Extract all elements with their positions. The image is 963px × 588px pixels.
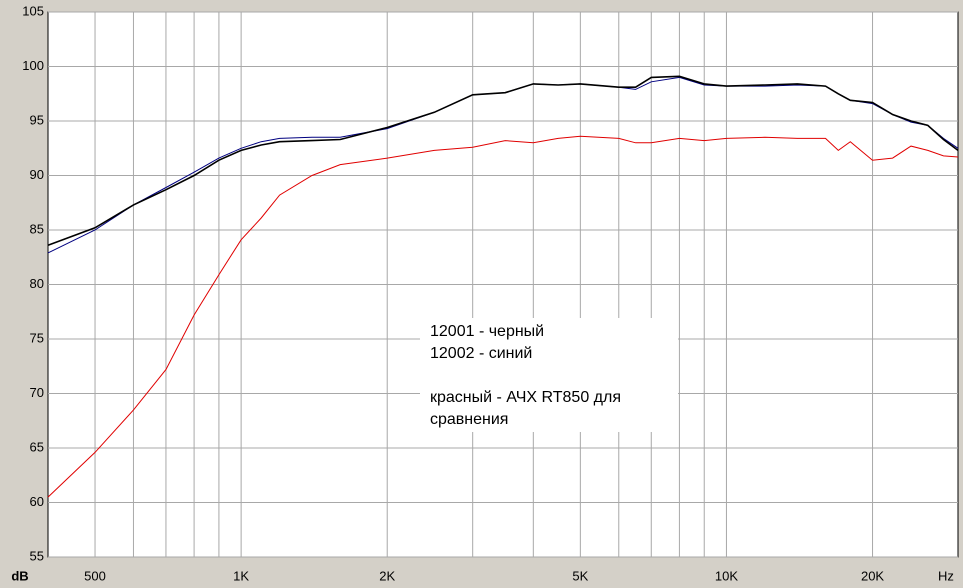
y-tick-label: 75 — [30, 330, 44, 345]
y-tick-label: 90 — [30, 167, 44, 182]
x-axis-label: Hz — [938, 568, 954, 583]
y-tick-label: 65 — [30, 439, 44, 454]
y-tick-label: 80 — [30, 276, 44, 291]
x-tick-label: 5K — [572, 568, 588, 583]
x-tick-label: 20K — [861, 568, 884, 583]
y-axis-label: dB — [11, 568, 28, 583]
x-tick-label: 1K — [233, 568, 249, 583]
annotation-text: 12002 - синий — [430, 345, 532, 362]
x-tick-label: 2K — [379, 568, 395, 583]
y-tick-label: 105 — [22, 3, 44, 18]
annotation-text: сравнения — [430, 411, 508, 428]
y-tick-label: 70 — [30, 385, 44, 400]
y-tick-label: 55 — [30, 548, 44, 563]
annotation-text: красный - АЧХ RT850 для — [430, 389, 621, 406]
series-line — [47, 75, 959, 247]
y-tick-label: 95 — [30, 112, 44, 127]
y-tick-label: 100 — [22, 58, 44, 73]
x-tick-label: 10K — [715, 568, 738, 583]
annotation-box — [420, 318, 678, 432]
x-tick-label: 500 — [84, 568, 106, 583]
annotation-text: 12001 - черный — [430, 323, 544, 340]
series-line — [47, 135, 959, 498]
y-tick-label: 60 — [30, 494, 44, 509]
y-tick-label: 85 — [30, 221, 44, 236]
